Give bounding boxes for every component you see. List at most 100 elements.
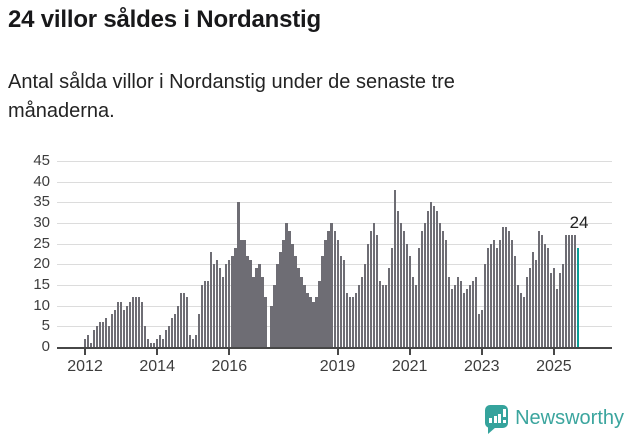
bar: [465, 289, 468, 347]
bar: [132, 297, 135, 347]
bar: [309, 297, 312, 347]
x-tick-2019: [336, 349, 339, 355]
bar: [204, 280, 207, 347]
bar: [387, 268, 390, 347]
y-tick-label-20: 20: [33, 255, 50, 273]
bar: [210, 251, 213, 347]
x-tick-2016: [228, 349, 231, 355]
bar: [252, 276, 255, 347]
bar: [549, 272, 553, 347]
bar: [312, 301, 315, 347]
bar: [393, 189, 396, 347]
chart-subtitle: Antal sålda villor i Nordanstig under de…: [8, 71, 455, 122]
bar: [432, 206, 435, 347]
bar: [213, 264, 216, 347]
bar: [399, 223, 402, 347]
bar: [246, 256, 249, 347]
bar: [441, 231, 444, 347]
bar: [84, 338, 87, 347]
gridline-35: [57, 202, 612, 204]
bar: [291, 243, 294, 347]
bar: [363, 264, 366, 347]
bar: [378, 280, 381, 347]
bar: [447, 276, 450, 347]
bar: [474, 276, 477, 347]
logo-exclamation-dot: [502, 420, 506, 423]
bar: [105, 318, 108, 347]
bar: [360, 276, 363, 347]
bar: [129, 301, 132, 347]
bar: [357, 285, 360, 347]
bar: [528, 268, 532, 347]
bar: [417, 247, 420, 347]
x-tick-2023: [480, 349, 483, 355]
bar: [225, 264, 228, 347]
logo-bar-3: [498, 414, 502, 423]
bar: [195, 334, 198, 347]
bar: [501, 227, 504, 347]
bar: [297, 268, 300, 347]
bar: [408, 256, 411, 347]
bar: [207, 280, 210, 347]
bar: [423, 223, 426, 347]
bar: [540, 235, 544, 347]
bar: [375, 235, 378, 347]
plot-area: 24 2012 2014 2016 2019 2021 2023 2025: [57, 161, 612, 375]
bar: [429, 202, 432, 347]
bar: [339, 256, 342, 347]
bar: [231, 256, 234, 347]
bar: [381, 285, 384, 347]
bar: [258, 264, 261, 347]
bar: [351, 297, 354, 347]
bar: [453, 285, 456, 347]
x-tick-2021: [408, 349, 411, 355]
newsworthy-bar-chart-bubble-icon: [485, 405, 509, 434]
bar: [492, 239, 495, 347]
bar: [369, 231, 372, 347]
bar: [345, 293, 348, 347]
bar: [126, 305, 129, 347]
y-tick-label-30: 30: [33, 214, 50, 231]
x-tick-label-2019: 2019: [319, 358, 356, 375]
x-tick-label-2023: 2023: [463, 358, 500, 375]
bar: [459, 280, 462, 347]
y-tick-label-35: 35: [33, 193, 50, 211]
newsworthy-logo[interactable]: Newsworthy: [485, 403, 624, 434]
bar: [174, 313, 177, 347]
logo-bar-2: [493, 416, 497, 423]
bar: [270, 305, 273, 347]
bar: [303, 285, 306, 347]
x-tick-label-2016: 2016: [211, 358, 248, 375]
bar: [108, 326, 111, 347]
bar: [279, 251, 282, 347]
y-tick-label-5: 5: [41, 317, 50, 335]
bar: [366, 243, 369, 347]
bar: [192, 338, 195, 347]
bar: [123, 309, 126, 347]
gridline-45: [57, 161, 612, 162]
bar: [402, 231, 405, 347]
bar: [90, 342, 93, 347]
bar: [507, 231, 510, 347]
bar: [477, 313, 480, 347]
highlight-value-label: 24: [569, 213, 589, 233]
x-tick-2025: [552, 349, 555, 355]
bar: [552, 268, 556, 347]
bar: [555, 289, 559, 347]
bar: [264, 297, 267, 347]
bar: [396, 210, 399, 347]
bar: [198, 313, 201, 347]
bar: [234, 247, 237, 347]
bar: [120, 301, 123, 347]
page-title: 24 villor såldes i Nordanstig: [8, 6, 321, 33]
bar: [486, 247, 489, 347]
bar: [171, 318, 174, 347]
bar: [201, 285, 204, 347]
bar: [414, 285, 417, 347]
gridline-40: [57, 181, 612, 183]
bar: [570, 235, 574, 347]
bar: [468, 285, 471, 347]
bar: [333, 231, 336, 347]
x-tick-label-2014: 2014: [139, 358, 175, 375]
bar: [96, 326, 99, 347]
